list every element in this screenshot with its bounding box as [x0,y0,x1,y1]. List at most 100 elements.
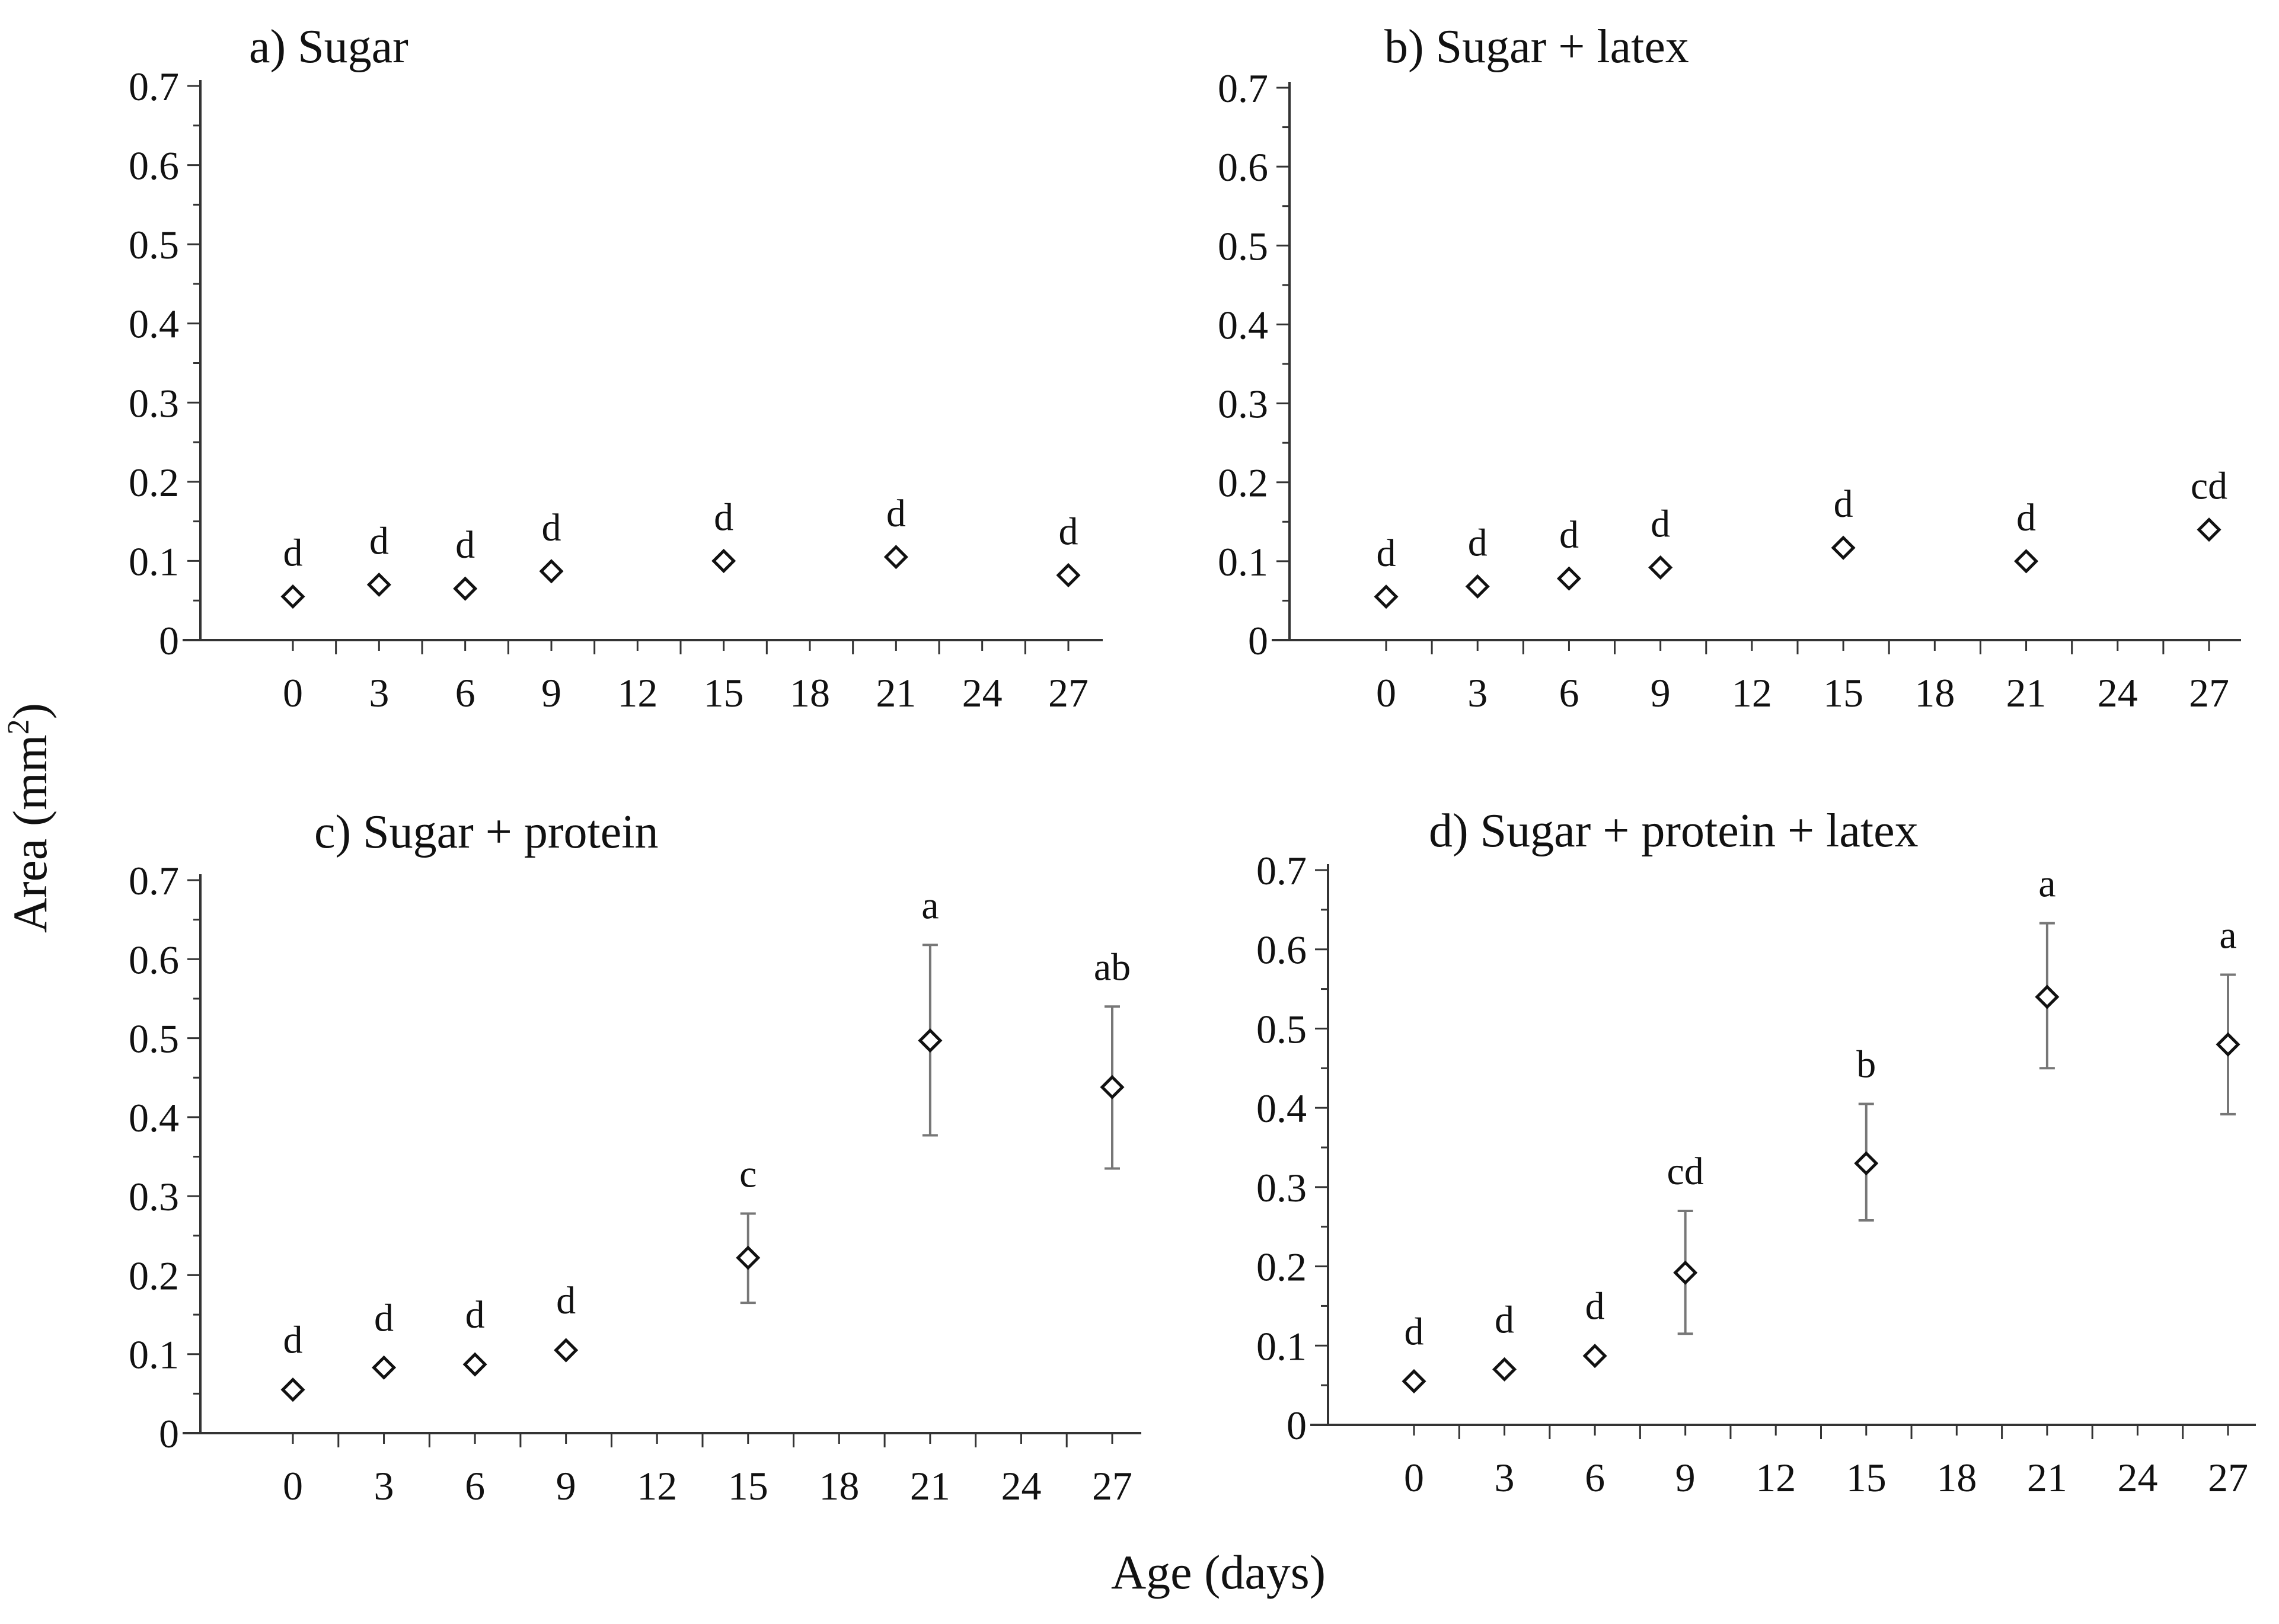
data-point-marker [280,1377,305,1402]
x-tick-label: 18 [819,1463,859,1508]
x-tick-label: 15 [1846,1455,1887,1500]
data-point-marker [1582,1344,1607,1369]
x-tick-label: 18 [1936,1455,1977,1500]
x-tick-label: 21 [876,670,916,715]
x-tick-label: 24 [2098,670,2138,715]
significance-label: d [1495,1298,1514,1341]
data-point-marker [2035,984,2060,1009]
x-tick-label: 9 [1651,670,1671,715]
y-tick-label: 0.7 [129,858,179,903]
y-axis-label: Area (mm2) [2,703,57,933]
x-tick-label: 21 [910,1463,950,1508]
y-tick-label: 0.7 [1218,66,1268,111]
panel-d: d) Sugar + protein + latex 0 0.1 0.2 0.3 0.4 0… [1256,805,2256,1500]
x-tick-label: 15 [1823,670,1863,715]
y-tick-label: 0.3 [1218,382,1268,427]
data-point-marker [2216,1032,2240,1057]
x-tick-label: 9 [541,670,561,715]
y-tick-label: 0 [159,1411,179,1456]
data-point-marker [554,1338,579,1363]
significance-label: d [1834,482,1853,526]
x-tick-label: 21 [2006,670,2047,715]
significance-label: d [1559,513,1579,557]
x-tick-label: 3 [1467,670,1488,715]
data-point-marker [1492,1357,1517,1382]
x-tick-label: 6 [455,670,475,715]
significance-label: d [369,520,389,563]
panel-title: d) Sugar + protein + latex [1429,805,1919,857]
data-point-marker [539,559,564,584]
x-tick-label: 15 [728,1463,768,1508]
y-tick-label: 0.7 [1256,848,1307,893]
panel-title: c) Sugar + protein [314,806,659,858]
panel-title: a) Sugar [249,21,408,73]
y-tick-label: 0.4 [129,302,179,347]
x-tick-label: 24 [962,670,1003,715]
y-tick-label: 0.1 [1256,1324,1307,1369]
x-tick-label: 21 [2027,1455,2067,1500]
data-point-marker [1056,562,1081,588]
data-point-marker [883,545,908,570]
y-tick-label: 0.2 [129,460,179,505]
x-tick-label: 18 [790,670,830,715]
y-tick-label: 0.1 [129,1332,179,1377]
y-tick-label: 0.5 [129,1016,179,1062]
data-point-marker [1402,1369,1426,1393]
y-tick-label: 0.6 [1256,928,1307,973]
data-point-marker [736,1245,761,1270]
data-point-marker [1854,1151,1879,1176]
data-point-marker [1100,1075,1125,1099]
y-tick-label: 0.5 [1256,1006,1307,1051]
data-point-marker [280,584,305,609]
x-tick-label: 12 [1755,1455,1796,1500]
significance-label: cd [2191,465,2227,508]
significance-label: d [886,492,906,535]
x-tick-label: 6 [1585,1455,1605,1500]
data-point-marker [366,572,391,597]
x-tick-label: 27 [1048,670,1089,715]
significance-label: d [455,523,475,567]
y-tick-label: 0.1 [1218,539,1268,584]
data-point-marker [1465,574,1490,599]
significance-label: d [1468,521,1488,564]
x-tick-label: 15 [704,670,744,715]
panel-a: a) Sugar 0 0.1 0.2 0.3 0.4 0.5 0.6 0.7 0 3 6 9 12 15 18… [129,21,1103,715]
y-tick-label: 0.4 [1256,1086,1307,1131]
y-tick-label: 0.1 [129,539,179,584]
significance-label: d [374,1296,394,1340]
data-point-marker [918,1028,943,1053]
significance-label: d [1585,1285,1605,1328]
significance-label: d [1651,503,1670,546]
panel-c: c) Sugar + protein 0 0.1 0.2 0.3 0.4 0.5 0.6 0.7… [129,806,1141,1508]
x-tick-label: 3 [369,670,389,715]
panel-b: b) Sugar + latex 0 0.1 0.2 0.3 0.4 0.5 0.6 0.7 0 3… [1218,21,2241,715]
data-point-marker [1648,555,1673,580]
x-tick-label: 12 [637,1463,677,1508]
y-axis-label-superscript: 2 [2,719,36,734]
data-point-marker [1374,584,1399,609]
y-tick-label: 0 [1287,1403,1307,1448]
x-tick-label: 18 [1914,670,1955,715]
x-tick-label: 0 [283,1463,303,1508]
significance-label: d [2016,496,2036,539]
x-tick-label: 6 [1559,670,1579,715]
y-tick-label: 0.3 [1256,1165,1307,1210]
significance-label: d [1377,532,1396,575]
x-tick-label: 27 [2208,1455,2248,1500]
significance-label: c [739,1152,757,1195]
x-tick-label: 24 [1001,1463,1041,1508]
x-tick-label: 3 [1495,1455,1515,1500]
x-tick-label: 3 [374,1463,394,1508]
x-axis-label: Age (days) [1111,1545,1326,1599]
y-tick-label: 0.2 [1256,1245,1307,1290]
x-tick-label: 12 [1732,670,1772,715]
y-tick-label: 0.5 [1218,223,1268,268]
y-tick-label: 0.6 [1218,145,1268,190]
x-tick-label: 24 [2117,1455,2157,1500]
y-tick-label: 0.6 [129,937,179,982]
y-tick-label: 0.3 [129,381,179,426]
significance-label: d [283,532,303,575]
x-tick-label: 27 [1092,1463,1132,1508]
panel-title: b) Sugar + latex [1384,21,1689,73]
